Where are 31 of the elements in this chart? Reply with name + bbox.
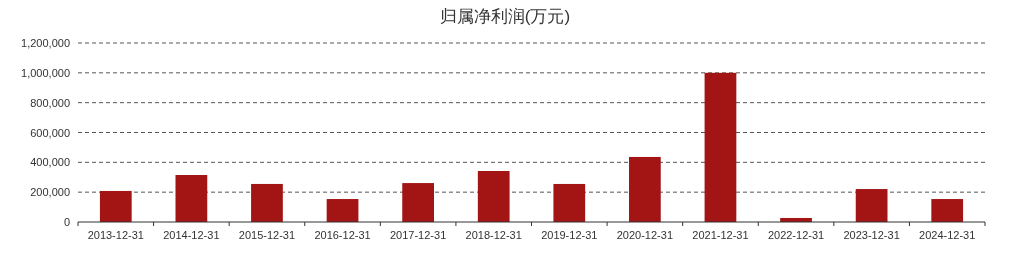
bar <box>402 183 434 222</box>
y-tick-label: 1,000,000 <box>21 66 70 79</box>
y-tick-label: 0 <box>63 216 70 228</box>
bar <box>855 189 888 222</box>
bar <box>931 199 964 222</box>
x-tick-label: 2020-12-31 <box>616 229 674 241</box>
x-tick-label: 2022-12-31 <box>767 229 825 241</box>
bar <box>99 190 132 222</box>
x-tick-label: 2016-12-31 <box>314 229 371 241</box>
x-tick-label: 2023-12-31 <box>843 229 900 241</box>
bar <box>477 170 510 222</box>
bar <box>326 199 359 222</box>
y-tick-label: 1,200,000 <box>21 37 70 49</box>
bar <box>704 72 737 222</box>
y-tick-label: 600,000 <box>30 126 70 139</box>
x-tick-label: 2017-12-31 <box>389 229 447 241</box>
bar <box>251 183 283 222</box>
x-tick-label: 2019-12-31 <box>541 229 598 241</box>
x-tick-label: 2018-12-31 <box>465 229 522 241</box>
x-tick-label: 2013-12-31 <box>87 229 144 241</box>
x-tick-label: 2021-12-31 <box>692 229 749 241</box>
bar <box>175 175 208 222</box>
bar <box>553 183 586 222</box>
y-tick-label: 800,000 <box>30 96 70 109</box>
y-tick-label: 200,000 <box>30 186 70 199</box>
x-tick-label: 2014-12-31 <box>163 229 220 241</box>
x-tick-label: 2015-12-31 <box>238 229 296 241</box>
chart-title: 归属净利润(万元) <box>439 7 571 26</box>
x-tick-label: 2024-12-31 <box>919 229 976 241</box>
y-tick-label: 400,000 <box>30 156 70 169</box>
bar <box>629 156 661 222</box>
